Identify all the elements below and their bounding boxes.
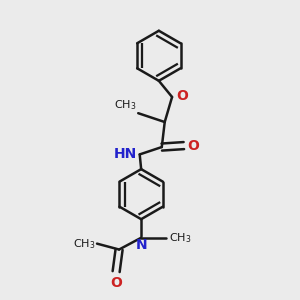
Text: O: O [176, 89, 188, 103]
Text: HN: HN [114, 147, 137, 161]
Text: CH$_3$: CH$_3$ [73, 237, 95, 250]
Text: O: O [188, 139, 199, 153]
Text: CH$_3$: CH$_3$ [114, 98, 137, 112]
Text: O: O [110, 276, 122, 290]
Text: N: N [135, 238, 147, 252]
Text: CH$_3$: CH$_3$ [169, 231, 191, 244]
